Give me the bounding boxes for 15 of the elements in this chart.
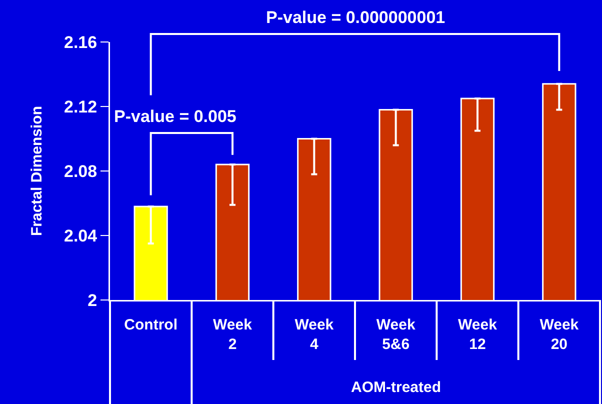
y-axis-title: Fractal Dimension: [28, 106, 46, 236]
y-tick-label: 2.16: [64, 32, 98, 52]
x-tick-label: Week 5&6: [376, 316, 416, 353]
x-tick-label: Control: [124, 316, 178, 334]
x-tick-label: Week 12: [458, 316, 498, 353]
text: P-value = 0.000000001: [266, 8, 446, 27]
text: AOM-treated: [351, 379, 442, 396]
x-tick-label: Week 4: [294, 316, 334, 353]
y-tick-label: 2: [88, 290, 98, 310]
y-tick-label: 2.04: [64, 226, 98, 246]
y-tick-label: 2.08: [64, 162, 98, 181]
x-tick-label: Week 2: [213, 316, 253, 353]
annotation: P-value = 0.005: [114, 107, 236, 126]
x-tick-label: Week 20: [540, 316, 580, 353]
y-tick-label: 2.12: [64, 97, 98, 116]
